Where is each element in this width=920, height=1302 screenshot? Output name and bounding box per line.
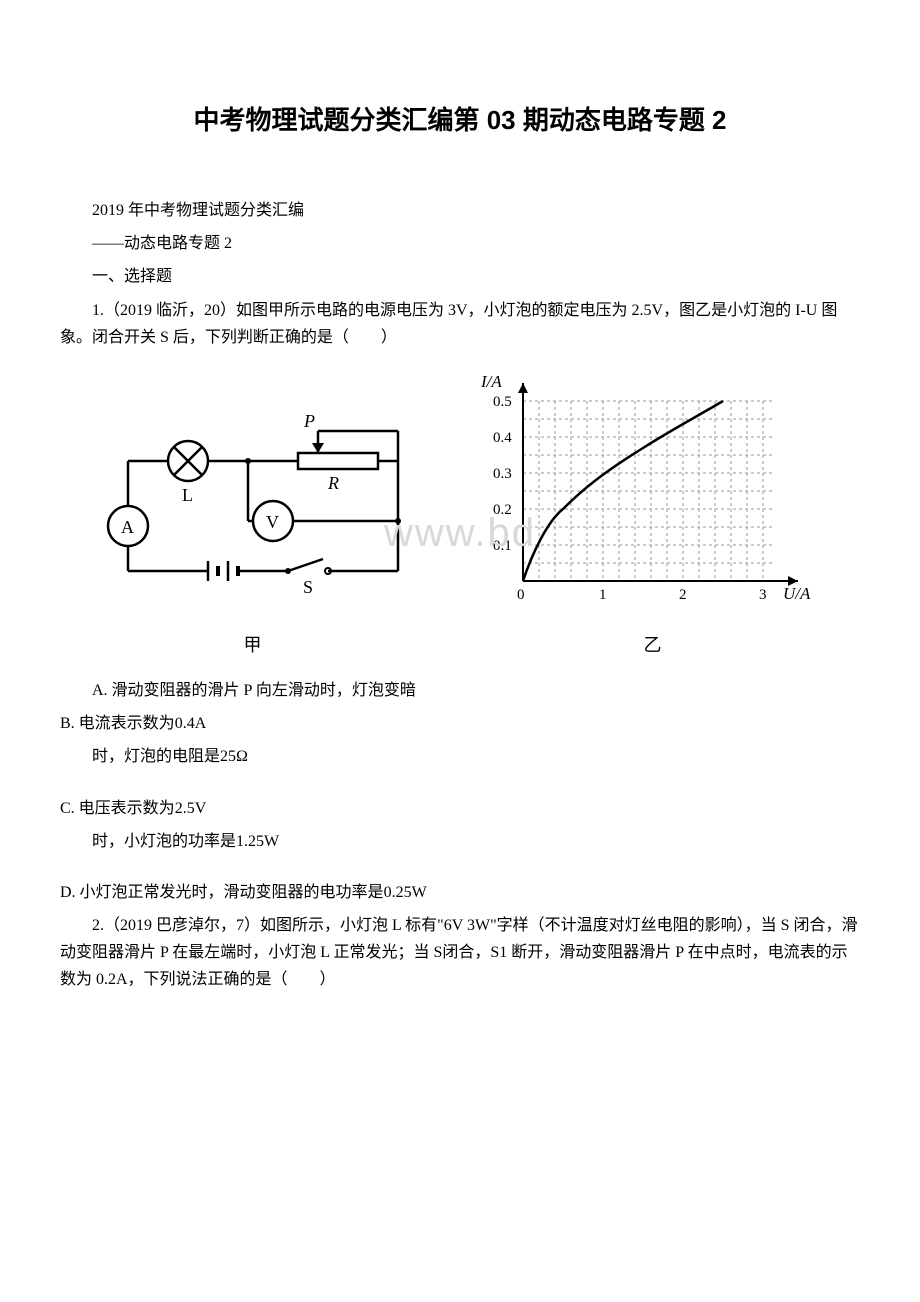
svg-text:2: 2: [679, 587, 687, 603]
q1-optd-val: 0.25W: [384, 884, 427, 901]
q1-optc-val: 2.5V: [175, 800, 207, 817]
q1-opt-c-line2: 时，小灯泡的功率是1.25W: [60, 828, 860, 855]
q1-optb-post: 时，灯泡的电阻是: [92, 748, 220, 765]
q2-stem: 2.（2019 巴彦淖尔，7）如图所示，小灯泡 L 标有"6V 3W"字样（不计…: [60, 912, 860, 994]
lamp-label: L: [182, 485, 193, 505]
main-title: 中考物理试题分类汇编第 03 期动态电路专题 2: [60, 100, 860, 137]
q1-opt-b-line2: 时，灯泡的电阻是25Ω: [60, 743, 860, 770]
svg-text:0.3: 0.3: [493, 466, 512, 482]
x-axis-label: U/A: [783, 584, 811, 603]
svg-text:0.4: 0.4: [493, 430, 512, 446]
q1-optd-pre: D. 小灯泡正常发光时，滑动变阻器的电功率是: [60, 884, 384, 901]
rheostat-label: R: [327, 473, 339, 493]
svg-text:0.5: 0.5: [493, 394, 512, 410]
svg-text:0: 0: [517, 587, 525, 603]
figure-container: www.bd S: [60, 371, 860, 657]
figure-row: S A L R P: [60, 371, 860, 621]
ammeter-label: A: [121, 517, 134, 537]
q1-optc-res: 1.25W: [236, 833, 279, 850]
svg-text:0.2: 0.2: [493, 502, 512, 518]
q1-stem: 1.（2019 临沂，20）如图甲所示电路的电源电压为 3V，小灯泡的额定电压为…: [60, 297, 860, 351]
q1-opt-b-line1: B. 电流表示数为0.4A: [60, 710, 860, 737]
q1-optc-pre: C. 电压表示数为: [60, 800, 175, 817]
q1-opt-c-line1: C. 电压表示数为2.5V: [60, 795, 860, 822]
q1-opt-a: A. 滑动变阻器的滑片 P 向左滑动时，灯泡变暗: [60, 677, 860, 704]
intro-line-2: ——动态电路专题 2: [60, 230, 860, 257]
q1-optb-pre: B. 电流表示数为: [60, 715, 175, 732]
q1-opt-d: D. 小灯泡正常发光时，滑动变阻器的电功率是0.25W: [60, 879, 860, 906]
figure-label-right: 乙: [473, 631, 833, 657]
slider-label: P: [303, 411, 315, 431]
svg-text:1: 1: [599, 587, 607, 603]
svg-text:3: 3: [759, 587, 767, 603]
intro-line-1: 2019 年中考物理试题分类汇编: [60, 197, 860, 224]
figure-label-left: 甲: [88, 631, 418, 657]
y-axis-label: I/A: [480, 372, 502, 391]
voltmeter-label: V: [266, 512, 279, 532]
switch-label: S: [303, 577, 313, 597]
iu-chart: 0 1 2 3 0.1 0.2 0.3 0.4 0.5 I/A U/A: [463, 371, 823, 621]
q1-optb-res: 25Ω: [220, 748, 248, 765]
q1-optb-val: 0.4A: [175, 715, 207, 732]
svg-text:0.1: 0.1: [493, 538, 512, 554]
intro-line-3: 一、选择题: [60, 263, 860, 290]
circuit-diagram: S A L R P: [98, 371, 428, 621]
figure-labels: 甲 乙: [60, 631, 860, 657]
q1-optc-post: 时，小灯泡的功率是: [92, 833, 236, 850]
